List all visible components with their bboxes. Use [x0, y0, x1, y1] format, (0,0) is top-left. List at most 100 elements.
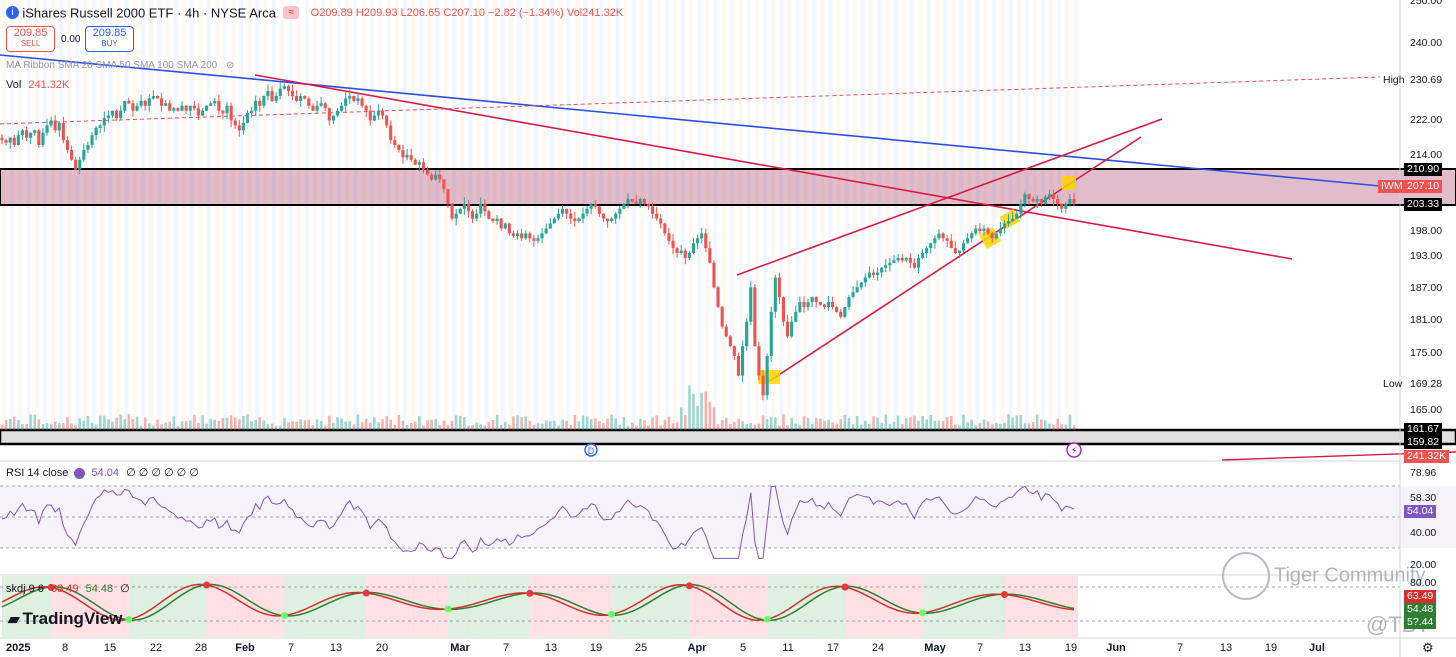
session-stripe — [632, 0, 636, 430]
session-stripe — [288, 0, 293, 430]
price-tick-label: 187.00 — [1410, 282, 1442, 294]
session-stripe — [460, 0, 464, 430]
buy-button[interactable]: 209.85 BUY — [85, 26, 134, 52]
candle-body — [290, 91, 294, 96]
candle-body — [0, 137, 4, 141]
volume-bar — [328, 415, 331, 430]
eye-hidden-icon[interactable]: ⊘ — [226, 60, 235, 71]
candle-body — [70, 149, 74, 160]
session-stripe — [222, 0, 227, 430]
skdj-bg-cell — [304, 576, 309, 637]
candle-body — [814, 297, 818, 302]
skdj-bg-cell — [231, 576, 236, 637]
sell-button[interactable]: 209.85 SELL — [6, 26, 55, 52]
volume-bar — [896, 415, 900, 430]
candle-body — [655, 213, 659, 219]
candle-body — [618, 208, 622, 214]
session-stripe — [656, 0, 661, 430]
candle-body — [393, 140, 397, 145]
trend-red-descending[interactable] — [254, 74, 1293, 260]
volume-bar — [82, 420, 86, 430]
skdj-bg-cell — [926, 576, 931, 637]
volume-bar — [495, 414, 499, 430]
settings-gear-icon[interactable]: ⚙ — [1422, 640, 1434, 655]
candle-body — [405, 154, 409, 158]
skdj-bg-cell — [1041, 576, 1046, 637]
session-stripe — [468, 0, 473, 430]
volume-bar — [990, 424, 994, 430]
candle-body — [548, 223, 552, 229]
candle-body — [426, 169, 430, 175]
volume-bar — [131, 419, 135, 430]
volume-bar — [590, 419, 593, 430]
candle-body — [503, 223, 507, 229]
candle-body — [802, 302, 806, 307]
wedge-lower-line[interactable] — [767, 136, 1142, 383]
skdj-bg-cell — [1057, 576, 1062, 637]
info-icon[interactable]: i — [6, 6, 19, 20]
lightning-event-icon[interactable] — [1066, 442, 1082, 458]
candle-body — [491, 218, 495, 222]
ma-ribbon-legend[interactable]: MA Ribbon SMA 20 SMA 50 SMA 100 SMA 200 … — [6, 60, 234, 71]
volume-bar — [21, 424, 24, 430]
skdj-cross-dot — [125, 616, 133, 623]
volume-bar — [835, 423, 838, 430]
skdj-bg-cell — [1033, 576, 1038, 637]
volume-bar — [324, 425, 327, 430]
volume-bar — [921, 415, 924, 430]
skdj-bg-cell — [321, 576, 326, 637]
chart-title[interactable]: iShares Russell 2000 ETF · 4h · NYSE Arc… — [22, 5, 276, 21]
candle-body — [479, 203, 483, 214]
session-stripe — [132, 0, 137, 430]
price-tick-label: 193.00 — [1410, 250, 1442, 262]
candle-body — [155, 96, 159, 99]
volume-bar — [847, 418, 851, 430]
volume-bar — [217, 420, 221, 430]
volume-bar — [925, 419, 928, 430]
skdj-d-line[interactable] — [1, 583, 1075, 622]
candle-body — [1064, 203, 1068, 209]
skdj-bg-cell — [930, 576, 935, 637]
volume-bar — [459, 415, 462, 430]
volume-bar — [618, 424, 622, 430]
candle-body — [532, 238, 536, 241]
skdj-label[interactable]: skdj 9 6 — [6, 583, 44, 595]
skdj-bg-cell — [562, 576, 567, 637]
skdj-cross-dot — [841, 583, 849, 591]
candle-body — [278, 88, 282, 96]
candle-body — [434, 174, 438, 180]
skdj-bg-cell — [177, 576, 182, 637]
trend-blue-line[interactable] — [0, 54, 1381, 187]
session-stripe — [2, 0, 6, 430]
resistance-zone[interactable] — [0, 168, 1456, 206]
candle-body — [115, 110, 119, 119]
compare-icon[interactable]: ≈ — [283, 6, 300, 20]
volume-bar — [197, 422, 200, 430]
volume-bar — [700, 392, 703, 430]
skdj-k-line[interactable] — [1, 583, 1075, 622]
session-stripe — [967, 0, 972, 430]
session-stripe — [231, 0, 235, 430]
volume-bar — [884, 414, 888, 430]
sell-label: SELL — [20, 39, 41, 48]
volume-bar — [401, 420, 405, 430]
skdj-bg-cell — [861, 576, 866, 637]
wedge-upper-line[interactable] — [736, 118, 1163, 276]
dividend-marker-icon[interactable] — [584, 443, 598, 457]
skdj-bg-cell — [783, 576, 788, 637]
session-stripe — [910, 0, 914, 430]
rsi-label[interactable]: RSI 14 close — [6, 467, 69, 479]
skdj-bg-cell — [804, 576, 809, 637]
volume-bar — [704, 391, 707, 430]
volume-bar — [176, 426, 180, 430]
volume-bar — [389, 419, 392, 430]
rsi-line[interactable] — [1, 485, 1075, 559]
session-stripe — [370, 0, 374, 430]
volume-bar — [995, 422, 998, 430]
rsi-settings-icon[interactable] — [74, 467, 86, 479]
candle-body — [1052, 194, 1056, 199]
skdj-bg-cell — [754, 576, 759, 637]
volume-bar — [209, 418, 212, 430]
session-stripe — [820, 0, 824, 430]
